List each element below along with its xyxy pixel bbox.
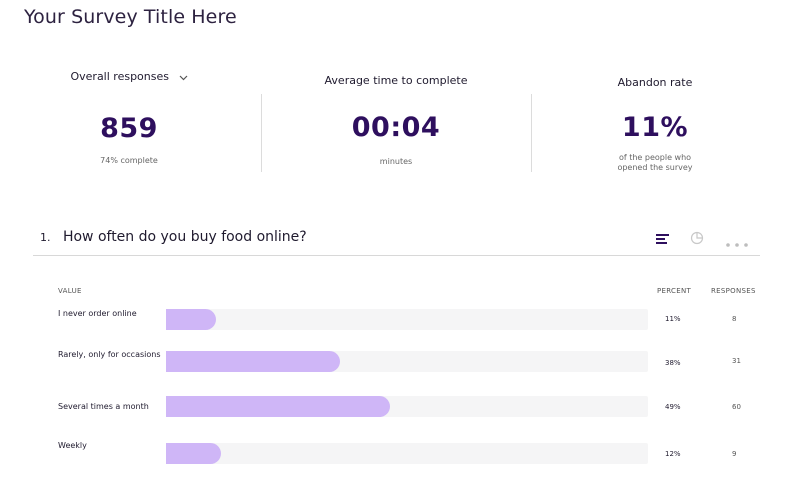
stat-overall-responses: Overall responses 859 74% complete [54, 70, 204, 166]
column-header-responses: RESPONSES [711, 287, 756, 295]
answer-bar-fill [166, 443, 221, 464]
answer-label: Several times a month [58, 402, 149, 411]
answer-label: Rarely, only for occasions [58, 350, 161, 359]
answer-percent: 12% [665, 450, 681, 458]
more-dots-icon[interactable] [725, 235, 753, 253]
answer-bar-fill [166, 351, 340, 372]
answer-bar-fill [166, 309, 216, 330]
answer-bar-fill [166, 396, 390, 417]
answer-percent: 49% [665, 403, 681, 411]
pie-chart-icon[interactable] [690, 231, 704, 250]
stat-divider [531, 94, 532, 172]
abandon-rate-sub-line2: opened the survey [617, 163, 693, 172]
question-title: 1. How often do you buy food online? [40, 229, 307, 245]
question-number: 1. [40, 231, 51, 244]
answer-label: Weekly [58, 441, 87, 450]
answer-responses: 60 [732, 403, 741, 411]
answer-percent: 38% [665, 359, 681, 367]
column-header-value: VALUE [58, 287, 82, 295]
overall-responses-value: 859 [100, 112, 158, 144]
question-text: How often do you buy food online? [62, 229, 307, 245]
bar-chart-icon[interactable] [656, 232, 670, 250]
answer-responses: 9 [732, 450, 737, 458]
overall-responses-label: Overall responses [70, 70, 169, 83]
stat-abandon-rate: Abandon rate 11% of the people who opene… [585, 76, 725, 173]
abandon-rate-value: 11% [621, 112, 689, 143]
abandon-rate-sub-line1: of the people who [618, 153, 692, 162]
abandon-rate-label: Abandon rate [617, 76, 693, 89]
overall-responses-dropdown[interactable]: Overall responses [54, 70, 204, 84]
abandon-rate-sub: of the people who opened the survey [585, 153, 725, 173]
answer-bar-track [166, 309, 648, 330]
average-time-sub: minutes [379, 157, 413, 166]
answer-responses: 8 [732, 315, 737, 323]
stat-average-time: Average time to complete 00:04 minutes [306, 74, 486, 167]
overall-responses-sub: 74% complete [100, 155, 158, 165]
answer-label: I never order online [58, 309, 137, 318]
answer-bar-track [166, 396, 648, 417]
column-header-percent: PERCENT [657, 287, 692, 295]
answer-bar-track [166, 443, 648, 464]
answer-bar-track [166, 351, 648, 372]
survey-title: Your Survey Title Here [24, 6, 237, 28]
stat-divider [261, 94, 262, 172]
average-time-label: Average time to complete [324, 74, 468, 87]
question-divider [33, 255, 760, 256]
chevron-down-icon[interactable] [179, 71, 188, 84]
answer-responses: 31 [732, 357, 741, 365]
answer-percent: 11% [665, 315, 681, 323]
average-time-value: 00:04 [351, 112, 441, 143]
